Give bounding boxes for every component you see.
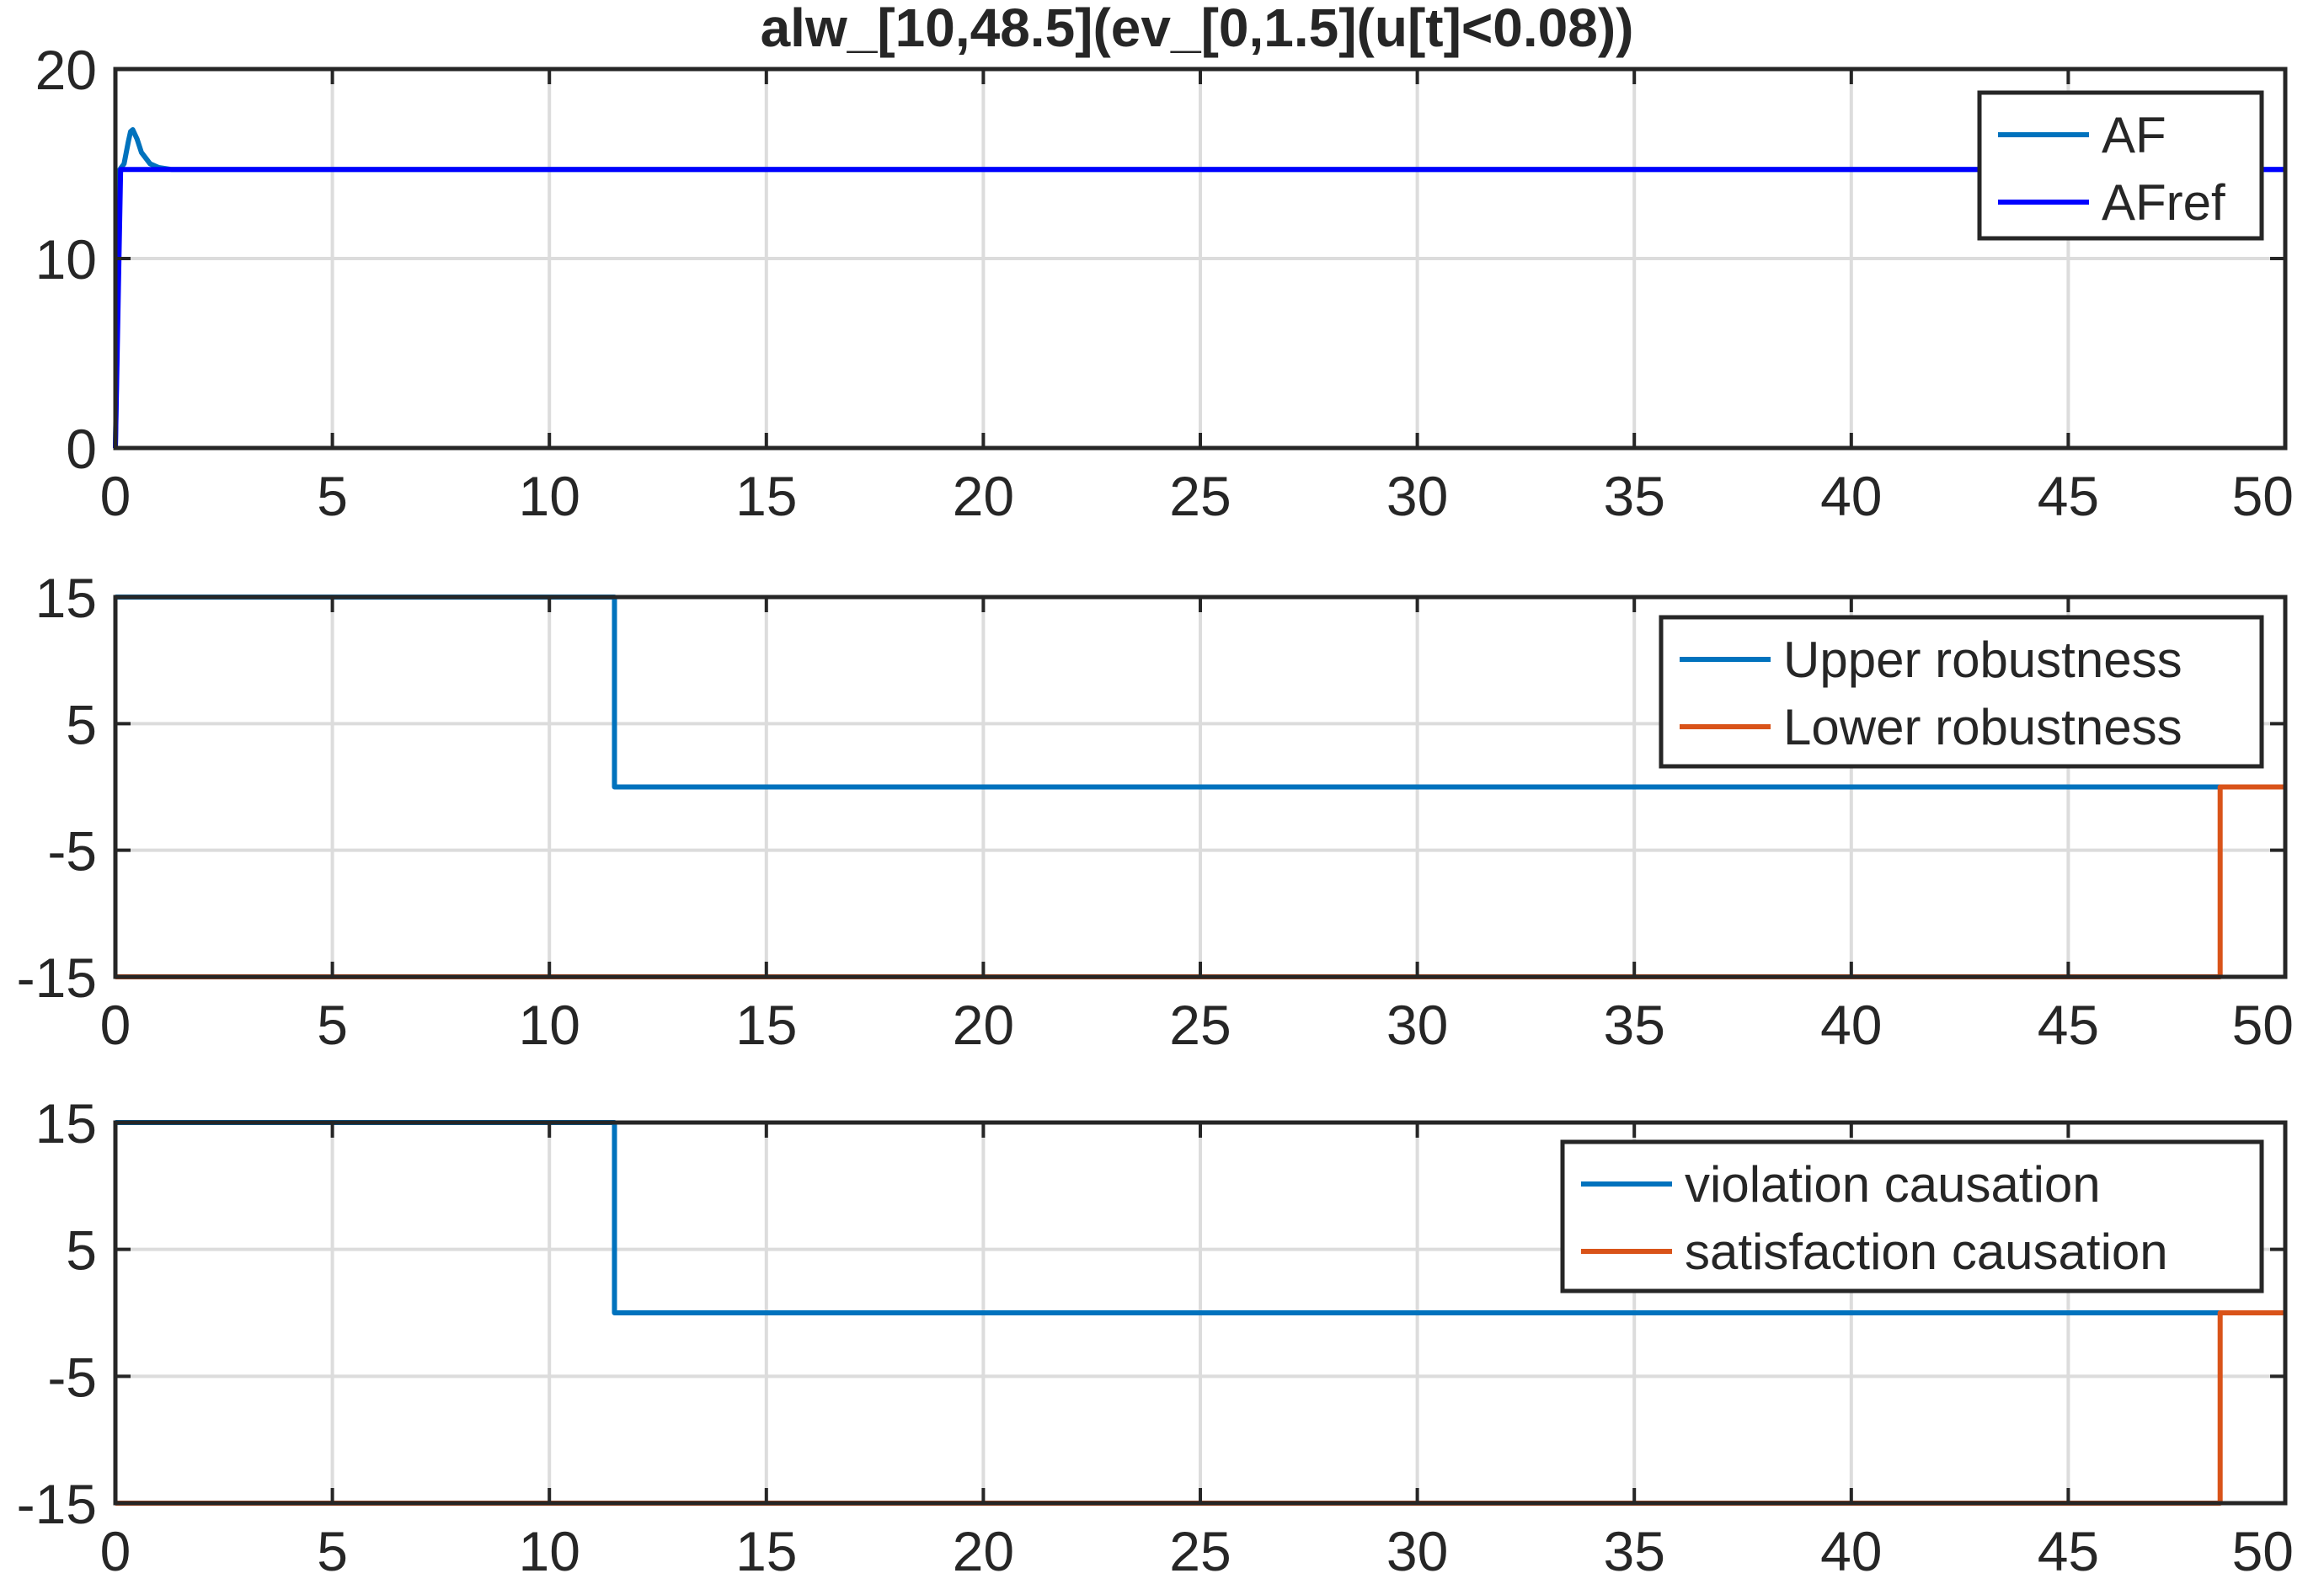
legend-label-2: Lower robustness — [1783, 699, 2182, 755]
y-tick-label: 0 — [66, 418, 97, 480]
legend-box — [1560, 1139, 2264, 1293]
middle-panel-robustness-plot: 0 5 10 15 20 25 30 35 40 45 50 -15 -5 5 15 Upper robust… — [17, 567, 2294, 1056]
x-tick-label: 30 — [1386, 465, 1448, 527]
x-tick-label: 10 — [518, 1520, 580, 1582]
y-tick-label: 20 — [35, 39, 97, 101]
x-tick-label: 40 — [1820, 994, 1882, 1056]
legend-label-2: AFref — [2102, 174, 2225, 231]
x-tick-label: 45 — [2038, 465, 2099, 527]
y-tick-label: 5 — [66, 1219, 97, 1282]
x-tick-label: 40 — [1820, 465, 1882, 527]
y-tick-label: -15 — [17, 947, 97, 1009]
x-tick-label: 5 — [317, 994, 348, 1056]
y-tick-label: -15 — [17, 1473, 97, 1535]
y-tick-label: 5 — [66, 693, 97, 755]
x-tick-label: 15 — [735, 994, 797, 1056]
y-tick-label: -5 — [47, 820, 97, 883]
x-tick-label: 30 — [1386, 1520, 1448, 1582]
legend-label-1: violation causation — [1685, 1156, 2101, 1213]
legend-box — [1659, 615, 2264, 769]
x-tick-label: 5 — [317, 465, 348, 527]
legend-label-1: AF — [2102, 107, 2166, 163]
top-panel-af-plot: 0 5 10 15 20 25 30 35 40 45 50 0 10 20 AF AFref — [35, 39, 2294, 527]
x-tick-label: 25 — [1169, 465, 1231, 527]
x-tick-label: 0 — [100, 1520, 131, 1582]
x-tick-label: 10 — [518, 994, 580, 1056]
x-tick-label: 25 — [1169, 994, 1231, 1056]
legend-label-1: Upper robustness — [1783, 632, 2182, 688]
x-tick-label: 10 — [518, 465, 580, 527]
x-tick-label: 30 — [1386, 994, 1448, 1056]
x-tick-label: 0 — [100, 465, 131, 527]
x-tick-label: 50 — [2232, 1520, 2294, 1582]
x-tick-label: 20 — [953, 994, 1014, 1056]
x-tick-label: 35 — [1603, 1520, 1664, 1582]
x-tick-label: 35 — [1603, 994, 1664, 1056]
x-tick-label: 45 — [2038, 994, 2099, 1056]
x-tick-label: 20 — [953, 465, 1014, 527]
y-tick-label: 15 — [35, 567, 97, 629]
x-tick-label: 15 — [735, 465, 797, 527]
x-tick-label: 35 — [1603, 465, 1664, 527]
bottom-panel-causation-plot: 0 5 10 15 20 25 30 35 40 45 50 -15 -5 5 15 violation ca… — [17, 1092, 2294, 1582]
x-tick-label: 45 — [2038, 1520, 2099, 1582]
x-tick-label: 15 — [735, 1520, 797, 1582]
chart-title: alw_[10,48.5](ev_[0,1.5](u[t]<0.08)) — [761, 0, 1634, 58]
x-tick-label: 5 — [317, 1520, 348, 1582]
y-tick-label: -5 — [47, 1346, 97, 1408]
x-tick-label: 40 — [1820, 1520, 1882, 1582]
legend-box — [1977, 90, 2264, 241]
x-tick-label: 0 — [100, 994, 131, 1056]
x-tick-label: 20 — [953, 1520, 1014, 1582]
legend-label-2: satisfaction causation — [1685, 1224, 2168, 1280]
x-tick-label: 50 — [2232, 465, 2294, 527]
x-tick-label: 50 — [2232, 994, 2294, 1056]
y-tick-label: 15 — [35, 1092, 97, 1155]
x-tick-label: 25 — [1169, 1520, 1231, 1582]
y-tick-label: 10 — [35, 228, 97, 291]
